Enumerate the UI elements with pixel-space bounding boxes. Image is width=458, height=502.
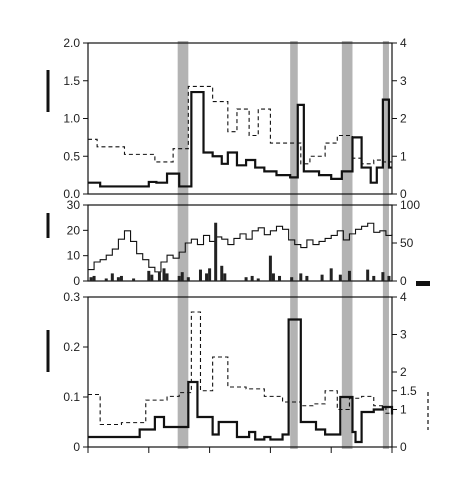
bar-mark	[89, 277, 93, 281]
right-tick-label: 50	[400, 236, 414, 250]
series-line-0	[88, 90, 392, 188]
right-tick-label: 1.5	[400, 384, 417, 398]
bar-mark	[208, 268, 212, 281]
shaded-band-2	[341, 41, 353, 449]
series-line-0	[88, 222, 393, 273]
bar-mark	[278, 275, 282, 281]
x-axis-ticks	[87, 447, 393, 453]
bar-mark	[381, 272, 385, 281]
right-tick-label: 3	[400, 328, 407, 342]
bar-mark	[347, 270, 351, 281]
left-tick-label: 20	[67, 223, 81, 237]
left-tick-label: 10	[67, 249, 81, 263]
bar-mark	[157, 272, 161, 281]
bar-mark	[256, 278, 260, 281]
bar-mark	[116, 277, 120, 281]
panel-middle: 0 10 20 30 0 50 100	[67, 198, 421, 288]
bar-mark	[372, 275, 376, 281]
series-line-1	[88, 311, 392, 426]
shaded-band-0	[177, 41, 189, 449]
left-tick-label: 1.5	[63, 74, 80, 88]
bar-mark	[198, 269, 202, 281]
bar-mark	[186, 277, 190, 281]
panel-top: 0.0 0.5 1.0 1.5 2.0 0 1 2 3 4	[63, 36, 407, 201]
bar-mark	[387, 275, 391, 281]
bar-mark	[180, 272, 184, 281]
right-tick-label: 1	[400, 403, 407, 417]
bar-mark	[214, 222, 218, 281]
left-tick-label: 1.0	[63, 112, 80, 126]
right-tick-label: 2	[400, 365, 407, 379]
right-tick-label: 0	[400, 440, 407, 454]
left-tick-label: 0.0	[63, 187, 80, 201]
bar-mark	[147, 270, 151, 281]
shaded-band-1	[290, 41, 298, 449]
left-tick-label: 0.5	[63, 149, 80, 163]
bar-mark	[223, 273, 227, 281]
left-tick-label: 2.0	[63, 36, 80, 50]
right-tick-label: 4	[400, 290, 407, 304]
shaded-bands-layer	[177, 41, 389, 449]
bar-mark	[271, 273, 275, 281]
right-tick-label: 2	[400, 112, 407, 126]
series-line-0	[88, 318, 394, 444]
bar-mark	[244, 277, 248, 281]
left-tick-label: 0	[73, 440, 80, 454]
left-tick-label: 30	[67, 198, 81, 212]
right-tick-label: 4	[400, 36, 407, 50]
left-tick-label: 0	[73, 274, 80, 288]
bar-mark	[177, 275, 181, 281]
bar-mark	[250, 275, 254, 281]
right-tick-label: 1	[400, 149, 407, 163]
panel-bottom: 0 0.1 0.2 0.3 0 1 1.5 2 3 4	[63, 290, 417, 454]
bar-mark	[162, 268, 166, 281]
bar-mark	[104, 278, 108, 281]
bar-mark	[132, 278, 136, 281]
y-axis-markers	[46, 70, 430, 430]
left-tick-label: 0.3	[63, 290, 80, 304]
bar-mark	[290, 277, 294, 281]
bar-mark	[320, 274, 324, 281]
bar-mark	[366, 269, 370, 281]
bar-mark	[220, 265, 224, 281]
bar-mark	[299, 273, 303, 281]
right-axis-bar-marker	[416, 281, 430, 286]
bar-mark	[329, 268, 333, 281]
left-tick-label: 0.2	[63, 340, 80, 354]
shaded-band-3	[382, 41, 389, 449]
right-tick-label: 0	[400, 187, 407, 201]
right-tick-label: 100	[400, 198, 420, 212]
bar-mark	[205, 273, 209, 281]
bar-mark	[92, 275, 96, 281]
right-tick-label: 0	[400, 274, 407, 288]
right-tick-label: 3	[400, 74, 407, 88]
bar-mark	[268, 255, 272, 281]
bar-mark	[338, 274, 342, 281]
bar-mark	[165, 273, 169, 281]
bar-mark	[119, 275, 123, 281]
bar-mark	[110, 273, 114, 281]
bar-mark	[150, 274, 154, 281]
series-line-1	[88, 85, 392, 165]
bar-mark	[305, 275, 309, 281]
left-tick-label: 0.1	[63, 390, 80, 404]
